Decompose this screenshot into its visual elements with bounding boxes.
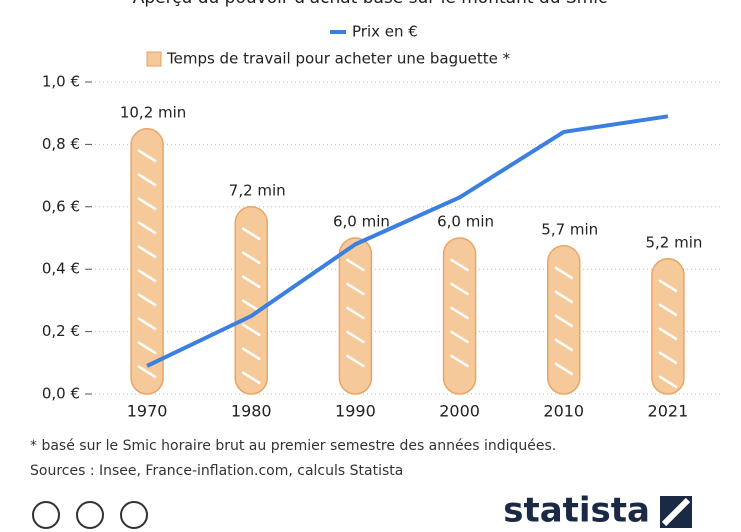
x-tick-label: 1970 [127, 402, 168, 421]
baguette-score [242, 299, 261, 313]
baguette-score [658, 327, 678, 341]
y-tick-label: 0,2 € [42, 322, 80, 340]
data-label: 6,0 min [437, 213, 494, 231]
baguette-bar [442, 237, 477, 395]
y-tick-label: 0,4 € [42, 260, 80, 278]
license-icons [32, 501, 148, 529]
price-line [146, 114, 669, 368]
baguette-score [658, 303, 678, 317]
x-tick-label: 1980 [231, 402, 272, 421]
baguette-score [346, 330, 365, 344]
baguette-score [137, 293, 157, 307]
baguette-score [346, 306, 365, 320]
baguette-bar [651, 258, 685, 395]
baguette-score [137, 341, 157, 355]
brand-logo [660, 496, 692, 528]
baguette-score [554, 338, 573, 352]
x-tick-label: 2010 [543, 402, 584, 421]
baguette-score [242, 323, 261, 337]
baguette-score [137, 149, 157, 163]
data-label: 7,2 min [229, 181, 286, 199]
baguette-score [137, 365, 157, 379]
baguette-score [450, 330, 469, 344]
baguette-score [450, 306, 469, 320]
baguette-score [242, 227, 261, 241]
legend-swatch [146, 51, 162, 67]
baguette-score [242, 371, 261, 385]
footnote: * basé sur le Smic horaire brut au premi… [30, 438, 556, 454]
baguette-score [137, 269, 157, 283]
data-label: 5,7 min [541, 220, 598, 238]
baguette-score [450, 354, 469, 368]
baguette-score [554, 362, 573, 376]
baguette-score [658, 279, 678, 293]
baguette-score [242, 251, 261, 265]
x-tick-label: 2021 [648, 402, 689, 421]
baguette-score [554, 266, 573, 280]
data-label: 6,0 min [333, 213, 390, 231]
baguette-score [450, 258, 469, 272]
data-label: 5,2 min [645, 233, 702, 251]
y-tick-label: 0,0 € [42, 385, 80, 403]
baguette-score [137, 197, 157, 211]
baguette-score [137, 317, 157, 331]
baguette-score [137, 245, 157, 259]
baguette-score [242, 275, 261, 289]
x-tick-label: 1990 [335, 402, 376, 421]
baguette-score [137, 173, 157, 187]
baguette-bar [338, 237, 373, 395]
y-tick-label: 0,8 € [42, 135, 80, 153]
baguette-score [137, 221, 157, 235]
chart-title: Aperçu du pouvoir d'achat basé sur le mo… [133, 0, 608, 8]
baguette-score [346, 354, 365, 368]
baguette-bar [130, 128, 164, 395]
baguette-score [658, 375, 678, 389]
baguette-score [450, 282, 469, 296]
y-tick-label: 0,6 € [42, 197, 80, 215]
baguette-score [346, 258, 365, 272]
baguette-score [346, 282, 365, 296]
baguette-score [554, 314, 573, 328]
legend-label: Temps de travail pour acheter une baguet… [166, 50, 511, 68]
baguette-score [554, 290, 573, 304]
source: Sources : Insee, France-inflation.com, c… [30, 463, 403, 479]
y-tick-label: 1,0 € [42, 73, 80, 91]
baguette-score [242, 347, 261, 361]
brand: statista [503, 491, 650, 531]
x-tick-label: 2000 [439, 402, 480, 421]
data-label: 10,2 min [120, 103, 186, 121]
legend-label: Prix en € [352, 23, 418, 41]
baguette-score [658, 351, 678, 365]
